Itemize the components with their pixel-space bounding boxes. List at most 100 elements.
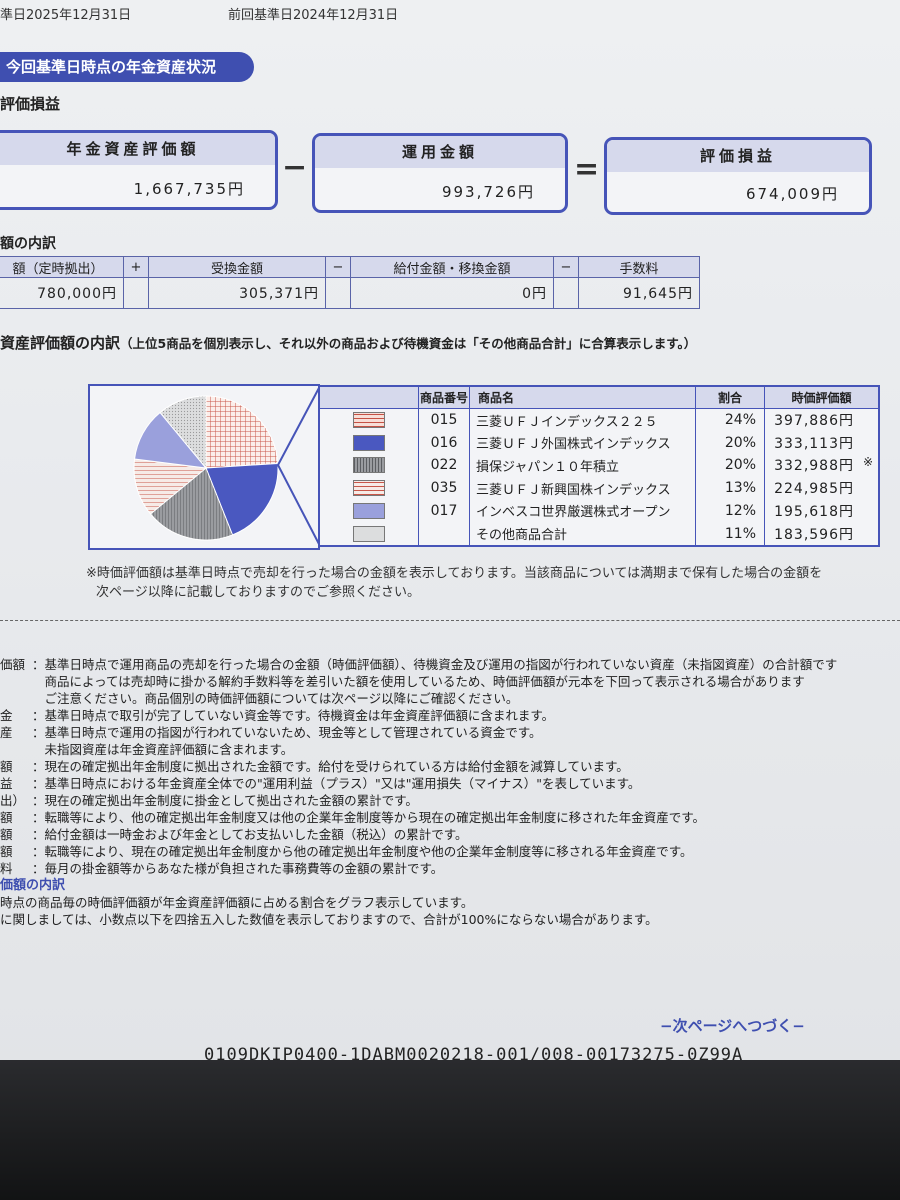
breakdown-op: + xyxy=(123,256,149,278)
definition-row: 商品によっては売却時に掛かる解約手数料等を差引いた額を使用しているため、時価評価… xyxy=(0,673,900,690)
breakdown-title: 額の内訳 xyxy=(0,236,56,252)
definition-key: 料 xyxy=(0,861,13,876)
definition-text: ：基準日時点で運用の指図が行われていないため、現金等として管理されている資金です… xyxy=(32,725,542,740)
asset-breakdown-note: （上位5商品を個別表示し、それ以外の商品および待機資金は「その他商品合計」に合算… xyxy=(120,336,697,351)
definition-text: ：給付金額は一時金および年金としてお支払いした金額（税込）の累計です。 xyxy=(32,827,468,842)
legend-swatch xyxy=(319,431,419,454)
breakdown-op: − xyxy=(553,256,579,278)
product-pct: 12% xyxy=(695,499,765,523)
product-pct-header: 割合 xyxy=(695,386,765,409)
product-name-header: 商品名 xyxy=(469,386,696,409)
note-line-2: 次ページ以降に記載しておりますのでご参照ください。 xyxy=(96,585,420,600)
asset-value-label: 年金資産評価額 xyxy=(0,133,275,165)
product-row: 022 損保ジャパン１０年積立 20% 332,988円 ※ xyxy=(319,454,879,477)
product-pct: 20% xyxy=(695,454,765,477)
product-row: その他商品合計 11% 183,596円 xyxy=(319,522,879,546)
definition-row: 価額 ：基準日時点で運用商品の売却を行った場合の金額（時価評価額）、待機資金及び運… xyxy=(0,656,900,673)
product-code: 017 xyxy=(418,499,470,523)
definition-key: 額 xyxy=(0,844,13,859)
definition-key: 価額 xyxy=(0,657,26,672)
gain-section-title: 評価損益 xyxy=(0,95,61,113)
product-pct: 11% xyxy=(695,522,765,546)
breakdown-op xyxy=(553,277,579,309)
product-code: 015 xyxy=(418,408,470,432)
definition-row: 出） ：現在の確定拠出年金制度に掛金として拠出された金額の累計です。 xyxy=(0,792,900,809)
definition-row: 額 ：転職等により、現在の確定拠出年金制度から他の確定拠出年金制度や他の企業年金制… xyxy=(0,843,900,860)
asset-breakdown-heading: 資産評価額の内訳（上位5商品を個別表示し、それ以外の商品および待機資金は「その他… xyxy=(0,332,696,353)
definition-text: 未指図資産は年金資産評価額に含まれます。 xyxy=(32,742,294,757)
pie-slice-035 xyxy=(133,458,208,515)
product-value: 333,113円 xyxy=(764,431,879,455)
product-value-text: 332,988円 xyxy=(774,458,854,475)
breakdown-header: 額（定時拠出） xyxy=(0,256,124,278)
definition-row: 金 ：基準日時点で取引が完了していない資金等です。待機資金は年金資産評価額に含まれ… xyxy=(0,707,900,724)
pie-slice-016 xyxy=(205,462,279,536)
breakdown-header: 給付金額・移換金額 xyxy=(350,256,554,278)
product-row: 017 インベスコ世界厳選株式オープン 12% 195,618円 xyxy=(319,499,879,523)
breakdown-value: 0円 xyxy=(350,277,554,309)
product-code-header: 商品番号 xyxy=(418,386,470,409)
legend-swatch xyxy=(319,500,419,523)
statement-page: 準日2025年12月31日 前回基準日2024年12月31日 今回基準日時点の年… xyxy=(0,0,900,1078)
definition-row: 未指図資産は年金資産評価額に含まれます。 xyxy=(0,741,900,758)
equals-sign: = xyxy=(574,152,600,187)
invest-amount-label: 運用金額 xyxy=(315,136,565,168)
breakdown-header: 受換金額 xyxy=(148,256,326,278)
definition-key: 益 xyxy=(0,776,13,791)
table-surface xyxy=(0,1060,900,1200)
invest-amount-box: 運用金額 993,726円 xyxy=(312,133,568,213)
product-code: 016 xyxy=(418,431,470,455)
divider xyxy=(0,620,900,621)
asset-value-box: 年金資産評価額 1,667,735円 xyxy=(0,130,278,210)
product-code: 035 xyxy=(418,476,470,500)
definitions-list: 価額 ：基準日時点で運用商品の売却を行った場合の金額（時価評価額）、待機資金及び運… xyxy=(0,656,900,928)
current-base-date: 準日2025年12月31日 xyxy=(0,8,132,23)
product-value-header: 時価評価額 xyxy=(764,386,879,409)
product-value-text: 195,618円 xyxy=(774,503,854,520)
definition-row: 額 ：転職等により、他の確定拠出年金制度又は他の企業年金制度等から現在の確定拠出年… xyxy=(0,809,900,826)
definition-text: 商品によっては売却時に掛かる解約手数料等を差引いた額を使用しているため、時価評価… xyxy=(32,674,805,689)
definition-key: 産 xyxy=(0,725,13,740)
definition-text: ：基準日時点における年金資産全体での"運用利益（プラス）"又は"運用損失（マイナ… xyxy=(32,776,641,791)
tail-note: 時点の商品毎の時価評価額が年金資産評価額に占める割合をグラフ表示しています。 xyxy=(0,895,474,910)
definition-text: ：転職等により、他の確定拠出年金制度又は他の企業年金制度等から現在の確定拠出年金… xyxy=(32,810,706,825)
product-value: 397,886円 xyxy=(764,408,879,432)
product-name: インベスコ世界厳選株式オープン xyxy=(469,499,696,523)
definition-key: 額 xyxy=(0,759,13,774)
product-pct: 24% xyxy=(695,408,765,432)
definition-row: 額 ：給付金額は一時金および年金としてお支払いした金額（税込）の累計です。 xyxy=(0,826,900,843)
definition-row: 料 ：毎月の掛金額等からあなた様が負担された事務費等の金額の累計です。 xyxy=(0,860,900,877)
previous-base-date: 前回基準日2024年12月31日 xyxy=(228,8,399,23)
legend-swatch xyxy=(319,408,419,431)
product-name: 三菱ＵＦＪ外国株式インデックス xyxy=(469,431,696,455)
product-value: 183,596円 xyxy=(764,522,879,546)
note-line-1: ※時価評価額は基準日時点で売却を行った場合の金額を表示しております。当該商品につ… xyxy=(86,566,823,581)
product-value-text: 224,985円 xyxy=(774,481,854,498)
definition-text: ：毎月の掛金額等からあなた様が負担された事務費等の金額の累計です。 xyxy=(32,861,444,876)
definition-row: 産 ：基準日時点で運用の指図が行われていないため、現金等として管理されている資金で… xyxy=(0,724,900,741)
product-name: 損保ジャパン１０年積立 xyxy=(469,454,696,477)
product-value-text: 333,113円 xyxy=(774,435,854,452)
product-value-text: 397,886円 xyxy=(774,413,854,430)
asset-value: 1,667,735円 xyxy=(133,180,245,198)
legend-swatch xyxy=(319,454,419,477)
definition-text: ：転職等により、現在の確定拠出年金制度から他の確定拠出年金制度や他の企業年金制度… xyxy=(32,844,693,859)
breakdown-op: − xyxy=(325,256,351,278)
invest-amount: 993,726円 xyxy=(441,183,535,201)
definition-text: ：現在の確定拠出年金制度に掛金として拠出された金額の累計です。 xyxy=(32,793,418,808)
pie-slice-015 xyxy=(205,395,279,469)
definition-text: ：基準日時点で運用商品の売却を行った場合の金額（時価評価額）、待機資金及び運用の… xyxy=(32,657,838,672)
product-value: 224,985円 xyxy=(764,476,879,500)
definition-row: 益 ：基準日時点における年金資産全体での"運用利益（プラス）"又は"運用損失（マイ… xyxy=(0,775,900,792)
product-name: 三菱ＵＦＪインデックス２２５ xyxy=(469,408,696,432)
product-value: 195,618円 xyxy=(764,499,879,523)
sub-heading: 価額の内訳 xyxy=(0,878,66,893)
definition-text: ：現在の確定拠出年金制度に拠出された金額です。給付を受けられている方は給付金額を… xyxy=(32,759,629,774)
product-name: その他商品合計 xyxy=(469,522,696,546)
definition-row: 額 ：現在の確定拠出年金制度に拠出された金額です。給付を受けられている方は給付金額… xyxy=(0,758,900,775)
product-mark: ※ xyxy=(862,455,874,470)
breakdown-value: 780,000円 xyxy=(0,277,124,309)
product-row: 015 三菱ＵＦＪインデックス２２５ 24% 397,886円 xyxy=(319,408,879,432)
breakdown-op xyxy=(325,277,351,309)
product-pct: 13% xyxy=(695,476,765,500)
